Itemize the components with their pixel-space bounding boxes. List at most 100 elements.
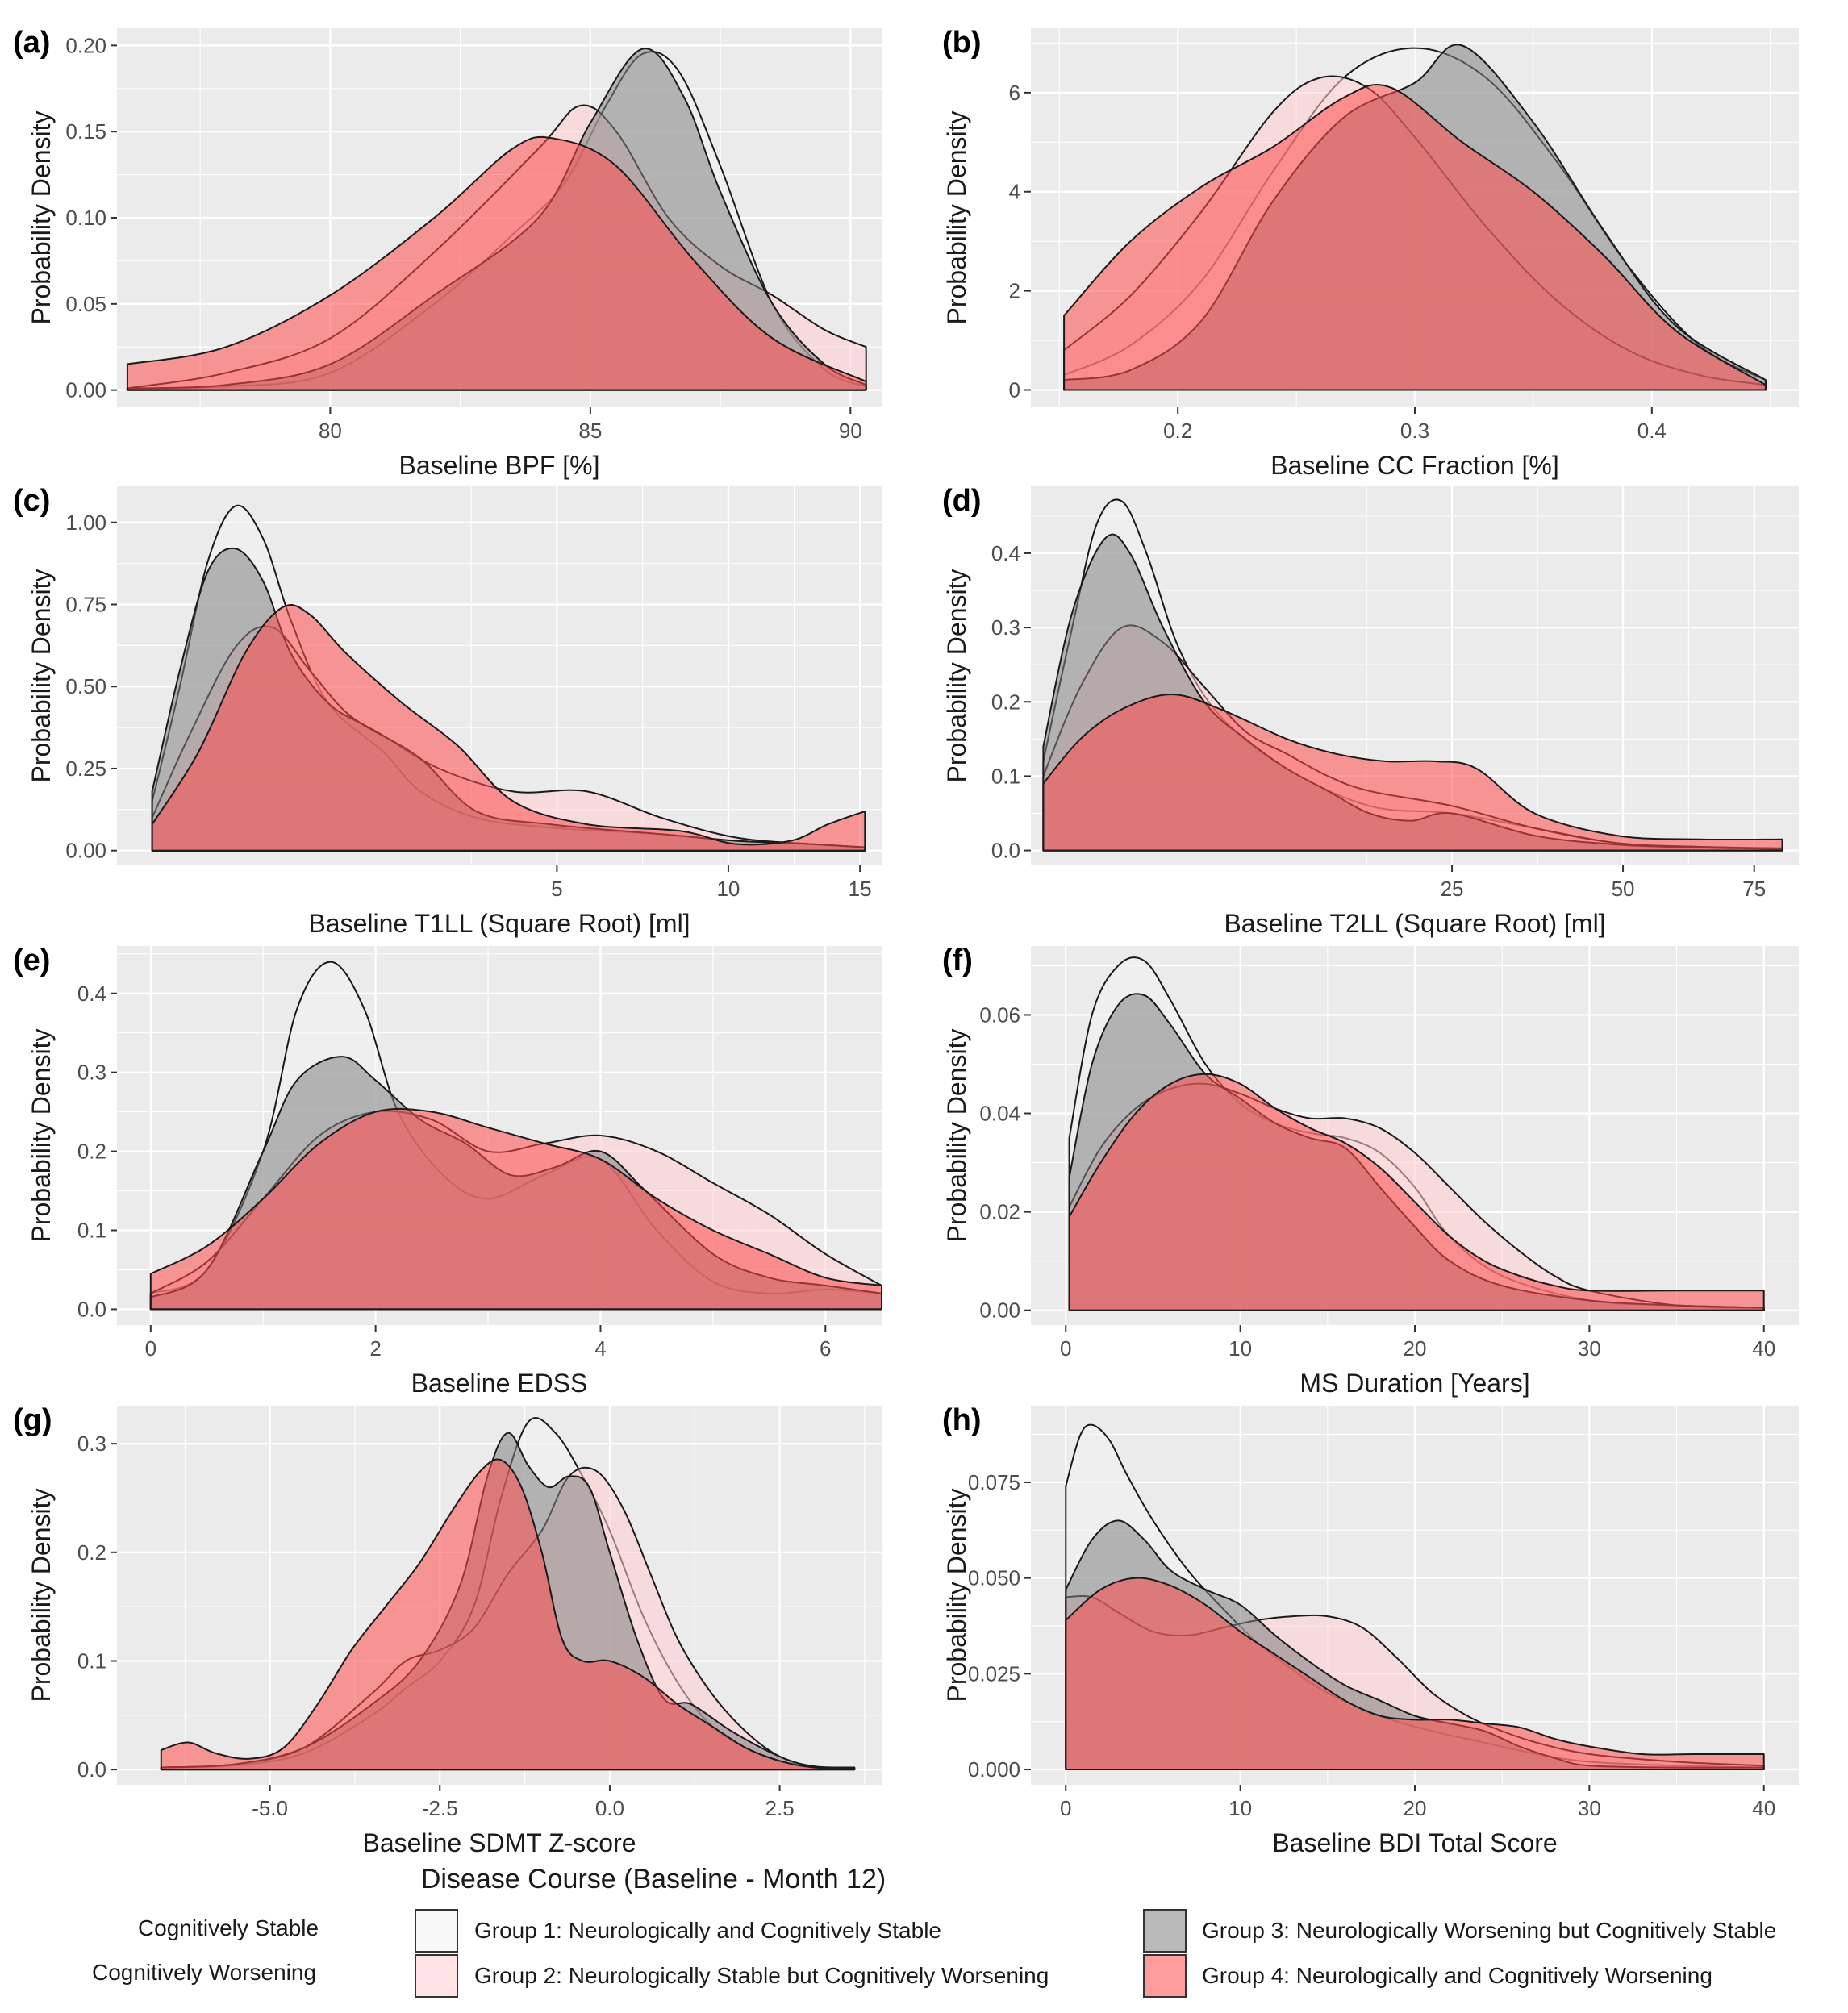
panel-label: (b) <box>942 26 982 60</box>
y-tick-label: 0.025 <box>968 1661 1020 1686</box>
x-tick-label: 4 <box>594 1336 606 1361</box>
panel-h: 0.000 0.025 0.050 0.075 0 10 20 30 40 Baseline BD… <box>942 1403 1799 1857</box>
density-area-group4 <box>160 1458 856 1771</box>
y-tick-label: 0.1 <box>77 1648 106 1673</box>
y-tick-label: 0.075 <box>968 1470 1020 1494</box>
y-tick-label: 0.0 <box>991 839 1020 863</box>
y-tick-label: 0 <box>1009 377 1020 402</box>
x-tick-label: 15 <box>849 877 872 901</box>
y-tick-label: 0.3 <box>77 1061 106 1085</box>
x-tick-label: 0.0 <box>595 1796 624 1820</box>
y-axis-title: Probability Density <box>942 1029 971 1243</box>
x-tick-label: 20 <box>1404 1336 1427 1361</box>
x-tick-label: 80 <box>319 419 342 443</box>
density-area-group4 <box>1063 84 1767 391</box>
density-areas <box>1063 44 1767 391</box>
x-axis-title: MS Duration [Years] <box>1299 1369 1529 1398</box>
panel-g: 0.0 0.1 0.2 0.3 -5.0 -2.5 0.0 2.5 Baseline SDMT … <box>13 1403 882 1857</box>
legend-row-label-worsening: Cognitively Worsening <box>92 1960 316 1985</box>
y-tick-label: 0.04 <box>979 1102 1020 1126</box>
x-tick-label: 40 <box>1752 1796 1775 1820</box>
legend-key-group3 <box>1143 1909 1187 1953</box>
y-tick-label: 0.00 <box>979 1298 1020 1323</box>
x-tick-label: 85 <box>578 419 602 443</box>
y-tick-label: 0.02 <box>979 1200 1020 1224</box>
panel-d: 0.0 0.1 0.2 0.3 0.4 25 50 75 Baseline T2LL (Squa… <box>942 484 1799 938</box>
legend-label-group4: Group 4: Neurologically and Cognitively … <box>1202 1963 1712 1988</box>
x-tick-label: 25 <box>1441 877 1464 901</box>
panel-label: (g) <box>13 1403 52 1437</box>
legend-key-group4 <box>1143 1954 1187 1998</box>
x-tick-label: 5 <box>551 877 562 901</box>
legend-label-group1: Group 1: Neurologically and Cognitively … <box>474 1918 941 1943</box>
legend-row-label-stable: Cognitively Stable <box>138 1915 319 1940</box>
y-axis-title: Probability Density <box>27 111 56 325</box>
y-tick-label: 0.3 <box>991 615 1020 640</box>
legend: Disease Course (Baseline - Month 12) Cog… <box>92 1864 1776 1998</box>
y-tick-label: 0.4 <box>77 981 106 1006</box>
x-tick-label: 0 <box>145 1336 156 1361</box>
legend-label-group3: Group 3: Neurologically Worsening but Co… <box>1202 1918 1776 1943</box>
panel-label: (f) <box>942 944 973 977</box>
y-tick-label: 0.0 <box>77 1757 106 1782</box>
y-tick-label: 0.1 <box>991 764 1020 788</box>
x-tick-label: 40 <box>1752 1336 1775 1361</box>
y-tick-label: 0.1 <box>77 1219 106 1243</box>
y-tick-label: 0.0 <box>77 1297 106 1321</box>
x-axis-title: Baseline BPF [%] <box>399 451 600 480</box>
x-tick-label: 20 <box>1404 1796 1427 1820</box>
x-tick-label: 10 <box>1229 1336 1252 1361</box>
x-tick-label: 6 <box>820 1336 831 1361</box>
panel-e: 0.0 0.1 0.2 0.3 0.4 0 2 4 6 Baseline EDSS Probabil… <box>13 944 882 1398</box>
y-tick-label: 0.50 <box>65 674 106 698</box>
y-tick-label: 2 <box>1009 279 1020 303</box>
x-tick-label: 10 <box>716 877 740 901</box>
y-tick-label: 0.4 <box>991 541 1020 565</box>
panel-a: 0.00 0.05 0.10 0.15 0.20 80 85 90 Baseline BPF [… <box>13 26 882 480</box>
x-axis-title: Baseline SDMT Z-score <box>362 1828 636 1857</box>
legend-title: Disease Course (Baseline - Month 12) <box>421 1864 886 1894</box>
density-area-group4 <box>126 135 867 391</box>
density-areas <box>1065 1423 1765 1770</box>
panel-label: (h) <box>942 1403 982 1437</box>
density-areas <box>149 961 882 1311</box>
panel-label: (e) <box>13 944 50 977</box>
x-tick-label: 0.2 <box>1163 419 1192 443</box>
y-tick-label: 0.25 <box>65 756 106 781</box>
density-areas <box>1042 498 1783 852</box>
y-tick-label: 0.05 <box>65 292 106 316</box>
x-axis-title: Baseline EDSS <box>411 1369 588 1398</box>
y-axis-title: Probability Density <box>942 569 971 783</box>
x-axis-title: Baseline T1LL (Square Root) [ml] <box>308 909 690 938</box>
y-axis-title: Probability Density <box>942 1489 971 1703</box>
panel-c: 0.00 0.25 0.50 0.75 1.00 5 10 15 Baseline T1LL (… <box>13 484 882 938</box>
legend-label-group2: Group 2: Neurologically Stable but Cogni… <box>474 1963 1049 1988</box>
x-tick-label: 30 <box>1578 1336 1601 1361</box>
y-tick-label: 0.000 <box>968 1757 1020 1782</box>
legend-key-group1 <box>415 1909 458 1953</box>
density-areas <box>160 1417 856 1771</box>
panel-f: 0.00 0.02 0.04 0.06 0 10 20 30 40 MS Duration [Ye… <box>942 944 1799 1398</box>
panel-label: (d) <box>942 484 982 518</box>
panel-label: (a) <box>13 26 50 60</box>
y-tick-label: 1.00 <box>65 511 106 535</box>
y-tick-label: 0.06 <box>979 1002 1020 1027</box>
density-area-group4 <box>149 1107 882 1311</box>
density-areas <box>151 504 866 852</box>
density-area-group4 <box>1068 1073 1765 1311</box>
y-tick-label: 0.2 <box>77 1140 106 1164</box>
y-tick-label: 0.20 <box>65 33 106 57</box>
y-axis-title: Probability Density <box>942 111 971 325</box>
y-tick-label: 4 <box>1009 180 1020 204</box>
x-tick-label: 2 <box>369 1336 381 1361</box>
y-tick-label: 0.00 <box>65 839 106 863</box>
y-tick-label: 0.2 <box>991 690 1020 714</box>
x-tick-label: 10 <box>1229 1796 1252 1820</box>
y-tick-label: 0.2 <box>77 1540 106 1565</box>
y-tick-label: 0.3 <box>77 1432 106 1456</box>
x-tick-label: 30 <box>1578 1796 1601 1820</box>
x-tick-label: 0.3 <box>1400 419 1429 443</box>
density-areas <box>1068 956 1765 1311</box>
